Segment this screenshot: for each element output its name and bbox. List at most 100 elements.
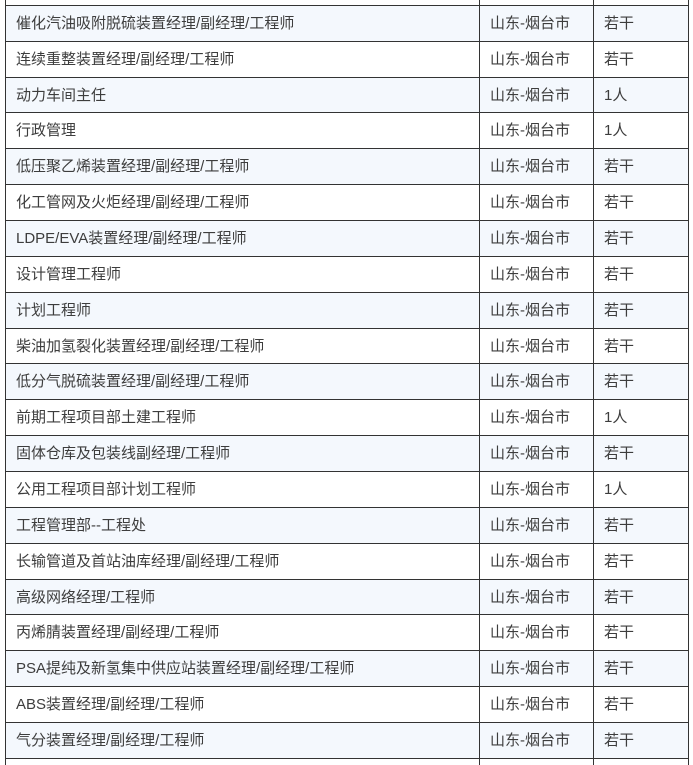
table-row[interactable]: 气分装置经理/副经理/工程师 山东-烟台市 若干 — [5, 723, 689, 759]
location-cell: 山东-烟台市 — [480, 687, 594, 723]
location-text: 山东-烟台市 — [490, 552, 570, 570]
location-cell: 山东-烟台市 — [480, 579, 594, 615]
position-cell: 低压聚乙烯装置经理/副经理/工程师 — [6, 149, 480, 185]
location-text: 山东-烟台市 — [490, 158, 570, 176]
headcount-cell: 若干 — [594, 651, 688, 686]
headcount-cell: 若干 — [594, 364, 688, 399]
headcount-cell: 若干 — [594, 544, 688, 579]
table-row[interactable]: 行政管理 山东-烟台市 1人 — [5, 113, 689, 150]
table-row[interactable]: 公用工程项目部计划工程师 山东-烟台市 1人 — [5, 472, 689, 508]
position-cell — [6, 758, 480, 765]
table-row[interactable]: 低分气脱硫装置经理/副经理/工程师 山东-烟台市 若干 — [5, 364, 689, 401]
location-text: 山东-烟台市 — [490, 660, 570, 678]
job-table-viewport: 催化汽油吸附脱硫装置经理/副经理/工程师 山东-烟台市 若干 连续重整装置经理/… — [5, 0, 690, 765]
headcount-text: 若干 — [604, 301, 635, 319]
table-row[interactable]: 柴油加氢裂化装置经理/副经理/工程师 山东-烟台市 若干 — [5, 328, 689, 365]
position-text: 计划工程师 — [16, 301, 92, 319]
location-cell: 山东-烟台市 — [480, 651, 594, 687]
location-cell: 山东-烟台市 — [480, 364, 594, 400]
location-text: 山东-烟台市 — [490, 624, 570, 642]
table-row[interactable]: 丙烯腈装置经理/副经理/工程师 山东-烟台市 若干 — [5, 615, 689, 652]
location-cell — [480, 0, 594, 5]
position-cell: 连续重整装置经理/副经理/工程师 — [6, 41, 480, 77]
position-text: ABS装置经理/副经理/工程师 — [16, 696, 205, 714]
location-text: 山东-烟台市 — [490, 86, 570, 104]
headcount-cell: 若干 — [594, 6, 688, 41]
headcount-cell: 若干 — [594, 723, 688, 758]
table-row[interactable]: 连续重整装置经理/副经理/工程师 山东-烟台市 若干 — [5, 41, 689, 78]
headcount-cell: 若干 — [594, 687, 688, 722]
table-row[interactable]: 催化汽油吸附脱硫装置经理/副经理/工程师 山东-烟台市 若干 — [5, 5, 689, 42]
headcount-cell: 若干 — [594, 329, 688, 364]
location-text: 山东-烟台市 — [490, 588, 570, 606]
position-text: 工程管理部--工程处 — [16, 516, 146, 534]
headcount-text: 若干 — [604, 624, 635, 642]
table-row[interactable]: 设计管理工程师 山东-烟台市 若干 — [5, 256, 689, 293]
location-text: 山东-烟台市 — [490, 516, 570, 534]
headcount-text: 若干 — [604, 50, 635, 68]
table-row[interactable]: 低压聚乙烯装置经理/副经理/工程师 山东-烟台市 若干 — [5, 149, 689, 186]
position-cell: 长输管道及首站油库经理/副经理/工程师 — [6, 543, 480, 579]
location-cell: 山东-烟台市 — [480, 400, 594, 436]
table-row[interactable]: 化工管网及火炬经理/副经理/工程师 山东-烟台市 若干 — [5, 185, 689, 222]
table-row[interactable]: ABS装置经理/副经理/工程师 山东-烟台市 若干 — [5, 687, 689, 724]
location-cell: 山东-烟台市 — [480, 436, 594, 472]
location-cell: 山东-烟台市 — [480, 328, 594, 364]
location-cell: 山东-烟台市 — [480, 221, 594, 256]
table-row[interactable]: 固体仓库及包装线副经理/工程师 山东-烟台市 若干 — [5, 436, 689, 473]
position-text: 催化汽油吸附脱硫装置经理/副经理/工程师 — [16, 14, 295, 32]
location-text: 山东-烟台市 — [490, 480, 570, 498]
table-row[interactable]: 高级网络经理/工程师 山东-烟台市 若干 — [5, 579, 689, 616]
headcount-text: 若干 — [604, 731, 635, 749]
position-text: 低压聚乙烯装置经理/副经理/工程师 — [16, 158, 250, 176]
position-cell: 催化汽油吸附脱硫装置经理/副经理/工程师 — [6, 5, 480, 41]
headcount-cell: 若干 — [594, 257, 688, 292]
location-cell: 山东-烟台市 — [480, 185, 594, 221]
headcount-cell: 若干 — [594, 293, 688, 328]
headcount-text: 若干 — [604, 337, 635, 355]
position-cell: 柴油加氢裂化装置经理/副经理/工程师 — [6, 328, 480, 364]
table-row[interactable]: 计划工程师 山东-烟台市 若干 — [5, 292, 689, 329]
position-text: 高级网络经理/工程师 — [16, 588, 156, 606]
table-row-partial-top — [5, 0, 689, 6]
position-cell: 丙烯腈装置经理/副经理/工程师 — [6, 615, 480, 651]
position-text: 柴油加氢裂化装置经理/副经理/工程师 — [16, 337, 265, 355]
headcount-text: 若干 — [604, 158, 635, 176]
table-row[interactable]: 长输管道及首站油库经理/副经理/工程师 山东-烟台市 若干 — [5, 543, 689, 580]
headcount-cell: 若干 — [594, 42, 688, 77]
headcount-cell — [594, 0, 688, 5]
location-cell: 山东-烟台市 — [480, 292, 594, 328]
position-text: 低分气脱硫装置经理/副经理/工程师 — [16, 373, 250, 391]
position-text: 动力车间主任 — [16, 86, 107, 104]
location-cell — [480, 758, 594, 765]
position-cell: 设计管理工程师 — [6, 256, 480, 292]
table-row[interactable]: PSA提纯及新氢集中供应站装置经理/副经理/工程师 山东-烟台市 若干 — [5, 651, 689, 688]
position-cell: 固体仓库及包装线副经理/工程师 — [6, 436, 480, 472]
headcount-text: 若干 — [604, 588, 635, 606]
position-cell — [6, 0, 480, 5]
headcount-text: 若干 — [604, 194, 635, 212]
location-cell: 山东-烟台市 — [480, 77, 594, 113]
location-cell: 山东-烟台市 — [480, 113, 594, 149]
location-text: 山东-烟台市 — [490, 445, 570, 463]
table-row[interactable]: LDPE/EVA装置经理/副经理/工程师 山东-烟台市 若干 — [5, 221, 689, 257]
table-row[interactable]: 动力车间主任 山东-烟台市 1人 — [5, 77, 689, 114]
headcount-cell: 若干 — [594, 436, 688, 471]
table-row[interactable]: 工程管理部--工程处 山东-烟台市 若干 — [5, 507, 689, 544]
position-text: 连续重整装置经理/副经理/工程师 — [16, 50, 235, 68]
headcount-text: 若干 — [604, 265, 635, 283]
position-cell: LDPE/EVA装置经理/副经理/工程师 — [6, 221, 480, 256]
location-text: 山东-烟台市 — [490, 122, 570, 140]
position-cell: 工程管理部--工程处 — [6, 507, 480, 543]
headcount-cell: 若干 — [594, 149, 688, 184]
position-cell: PSA提纯及新氢集中供应站装置经理/副经理/工程师 — [6, 651, 480, 687]
position-text: 固体仓库及包装线副经理/工程师 — [16, 445, 231, 463]
headcount-cell: 若干 — [594, 580, 688, 615]
position-cell: 行政管理 — [6, 113, 480, 149]
location-text: 山东-烟台市 — [490, 301, 570, 319]
headcount-cell — [594, 759, 688, 765]
job-listings-table: 催化汽油吸附脱硫装置经理/副经理/工程师 山东-烟台市 若干 连续重整装置经理/… — [5, 0, 689, 765]
location-cell: 山东-烟台市 — [480, 507, 594, 543]
position-text: 化工管网及火炬经理/副经理/工程师 — [16, 194, 250, 212]
table-row[interactable]: 前期工程项目部土建工程师 山东-烟台市 1人 — [5, 400, 689, 437]
